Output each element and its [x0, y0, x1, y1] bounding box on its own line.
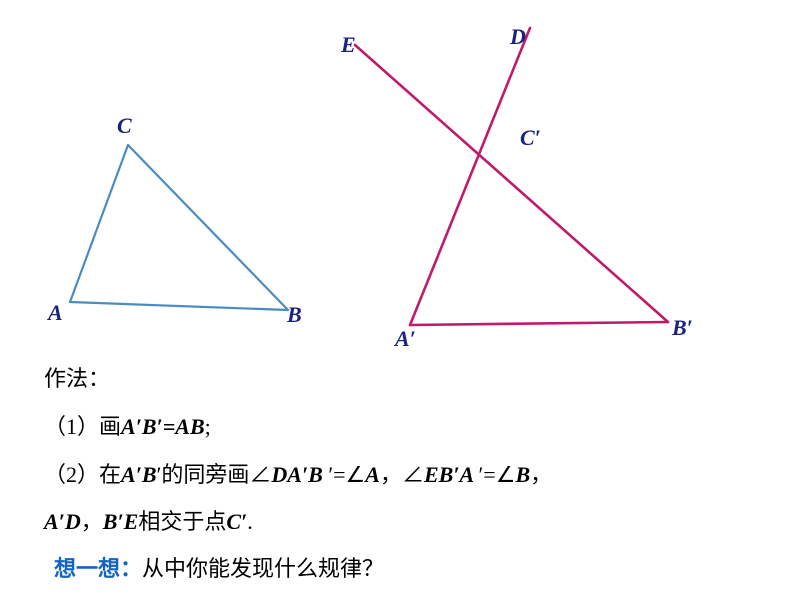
vertex-label-C: C: [117, 113, 132, 139]
step-2-line1: （2）在A′B′的同旁画∠DA′B ′=∠A，∠EB′A ′=∠B，: [44, 454, 754, 496]
method-title: 作法：: [44, 358, 754, 400]
vertex-label-B: B: [287, 302, 302, 328]
s2-prefix: （2）在: [44, 462, 121, 487]
s2-c: DA′B: [271, 462, 328, 487]
s2-e: A: [365, 462, 380, 487]
s2l2-f: .: [247, 509, 253, 534]
step-2-line2: A′D，B′E相交于点C′.: [44, 501, 754, 543]
construction-steps: 作法： （1）画A′B′=AB; （2）在A′B′的同旁画∠DA′B ′=∠A，…: [44, 358, 754, 549]
diagram-area: [0, 0, 794, 360]
think-question: 从中你能发现什么规律？: [142, 556, 384, 581]
think-prompt: 想一想：从中你能发现什么规律？: [54, 548, 384, 590]
vertex-label-D: D: [510, 24, 526, 50]
step1-formula: A′B′=AB: [121, 414, 205, 439]
think-label: 想一想：: [54, 556, 142, 581]
vertex-label-Ap: A′: [395, 326, 416, 352]
geometry-svg: [0, 0, 794, 360]
s2l2-c: B′E: [103, 509, 139, 534]
s2l2-b: ，: [81, 509, 103, 534]
s2-f: ，∠: [380, 462, 424, 487]
vertex-label-Bp: B′: [672, 315, 693, 341]
step-1: （1）画A′B′=AB;: [44, 406, 754, 448]
step1-prefix: （1）画: [44, 414, 121, 439]
s2-b: ′的同旁画∠: [157, 462, 272, 487]
s2-g: EB′A: [424, 462, 479, 487]
vertex-label-A: A: [48, 300, 63, 326]
s2l2-e: C′: [226, 509, 247, 534]
s2l2-a: A′D: [44, 509, 81, 534]
s2-j: ，: [530, 462, 552, 487]
s2-h: ′=∠: [478, 462, 515, 487]
s2-i: B: [515, 462, 530, 487]
s2l2-d: 相交于点: [138, 509, 226, 534]
vertex-label-E: E: [341, 32, 356, 58]
s2-a: A′B: [121, 462, 157, 487]
vertex-label-Cp: C′: [520, 125, 541, 151]
s2-d: ′=∠: [328, 462, 365, 487]
step1-suffix: ;: [205, 414, 211, 439]
